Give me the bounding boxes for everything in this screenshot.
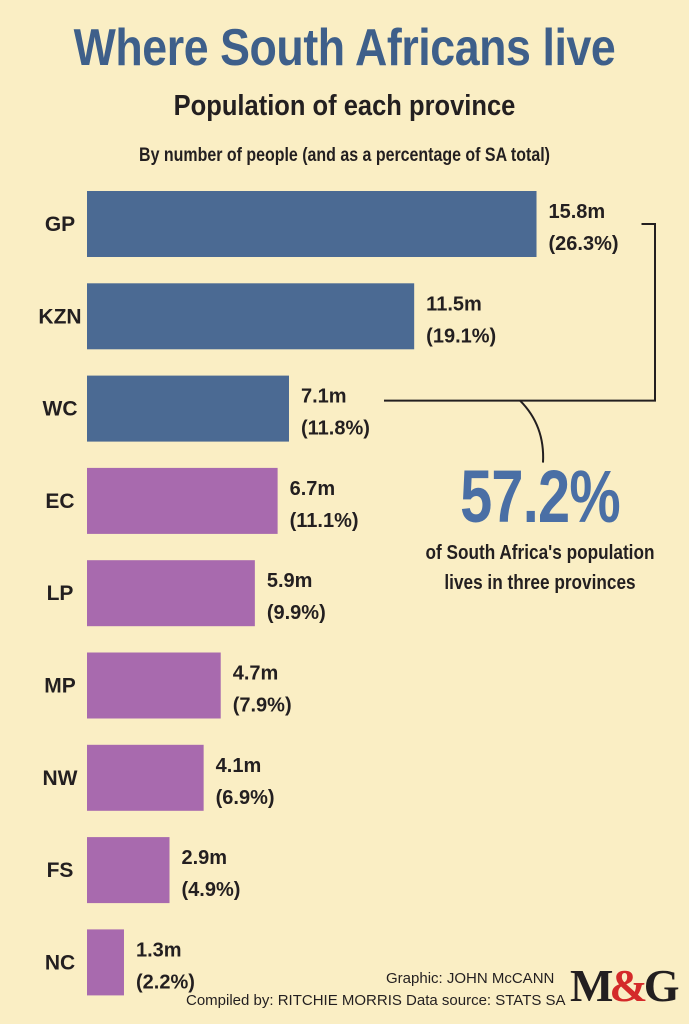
value-label-gp: 15.8m <box>549 201 606 223</box>
chart-title: Where South Africans live <box>73 19 616 77</box>
callout-pointer <box>519 399 545 463</box>
category-label-kzn: KZN <box>38 305 81 328</box>
percent-label-kzn: (19.1%) <box>426 325 496 347</box>
category-label-lp: LP <box>47 582 74 605</box>
percent-label-ec: (11.1%) <box>290 510 359 532</box>
category-label-nw: NW <box>43 767 78 790</box>
bar-ec <box>87 467 278 534</box>
callout-text-line2: lives in three provinces <box>444 572 636 594</box>
bar-mp <box>87 652 221 719</box>
bar-nc <box>87 929 124 996</box>
value-label-lp: 5.9m <box>267 570 313 592</box>
bracket-line <box>383 223 656 402</box>
graphic-credit: Graphic: JOHN McCANN <box>386 970 555 987</box>
chart-subtitle: Population of each province <box>173 90 516 122</box>
category-label-nc: NC <box>45 951 75 974</box>
category-label-mp: MP <box>44 675 76 698</box>
callout-text-line1: of South Africa's population <box>425 542 655 564</box>
percent-label-nc: (2.2%) <box>136 971 195 993</box>
value-label-wc: 7.1m <box>301 386 347 408</box>
value-label-nc: 1.3m <box>136 939 182 961</box>
bar-gp <box>87 191 537 257</box>
logo-m: M <box>570 960 613 1011</box>
value-label-mp: 4.7m <box>233 663 279 685</box>
value-label-ec: 6.7m <box>290 478 336 500</box>
bar-nw <box>87 744 204 811</box>
bar-lp <box>87 560 255 627</box>
value-label-fs: 2.9m <box>182 847 228 869</box>
percent-label-lp: (9.9%) <box>267 602 326 624</box>
value-label-nw: 4.1m <box>216 755 262 777</box>
chart-description: By number of people (and as a percentage… <box>139 145 550 166</box>
percent-label-gp: (26.3%) <box>549 233 619 255</box>
callout: 57.2% of South Africa's population lives… <box>400 460 680 598</box>
category-label-wc: WC <box>43 398 78 421</box>
callout-value: 57.2% <box>460 455 621 538</box>
percent-label-mp: (7.9%) <box>233 695 292 717</box>
percent-label-wc: (11.8%) <box>301 418 370 440</box>
percent-label-fs: (4.9%) <box>182 879 241 901</box>
category-label-ec: EC <box>45 490 74 513</box>
logo-g: G <box>643 960 680 1011</box>
bar-kzn <box>87 283 415 350</box>
percent-label-nw: (6.9%) <box>216 787 275 809</box>
category-label-fs: FS <box>47 859 74 882</box>
logo-amp: & <box>609 960 647 1011</box>
bar-wc <box>87 375 289 442</box>
bar-fs <box>87 837 170 904</box>
category-label-gp: GP <box>45 213 75 236</box>
value-label-kzn: 11.5m <box>426 293 482 315</box>
compiled-credit: Compiled by: RITCHIE MORRIS Data source:… <box>186 992 566 1009</box>
mg-logo: M&G <box>570 960 680 1011</box>
